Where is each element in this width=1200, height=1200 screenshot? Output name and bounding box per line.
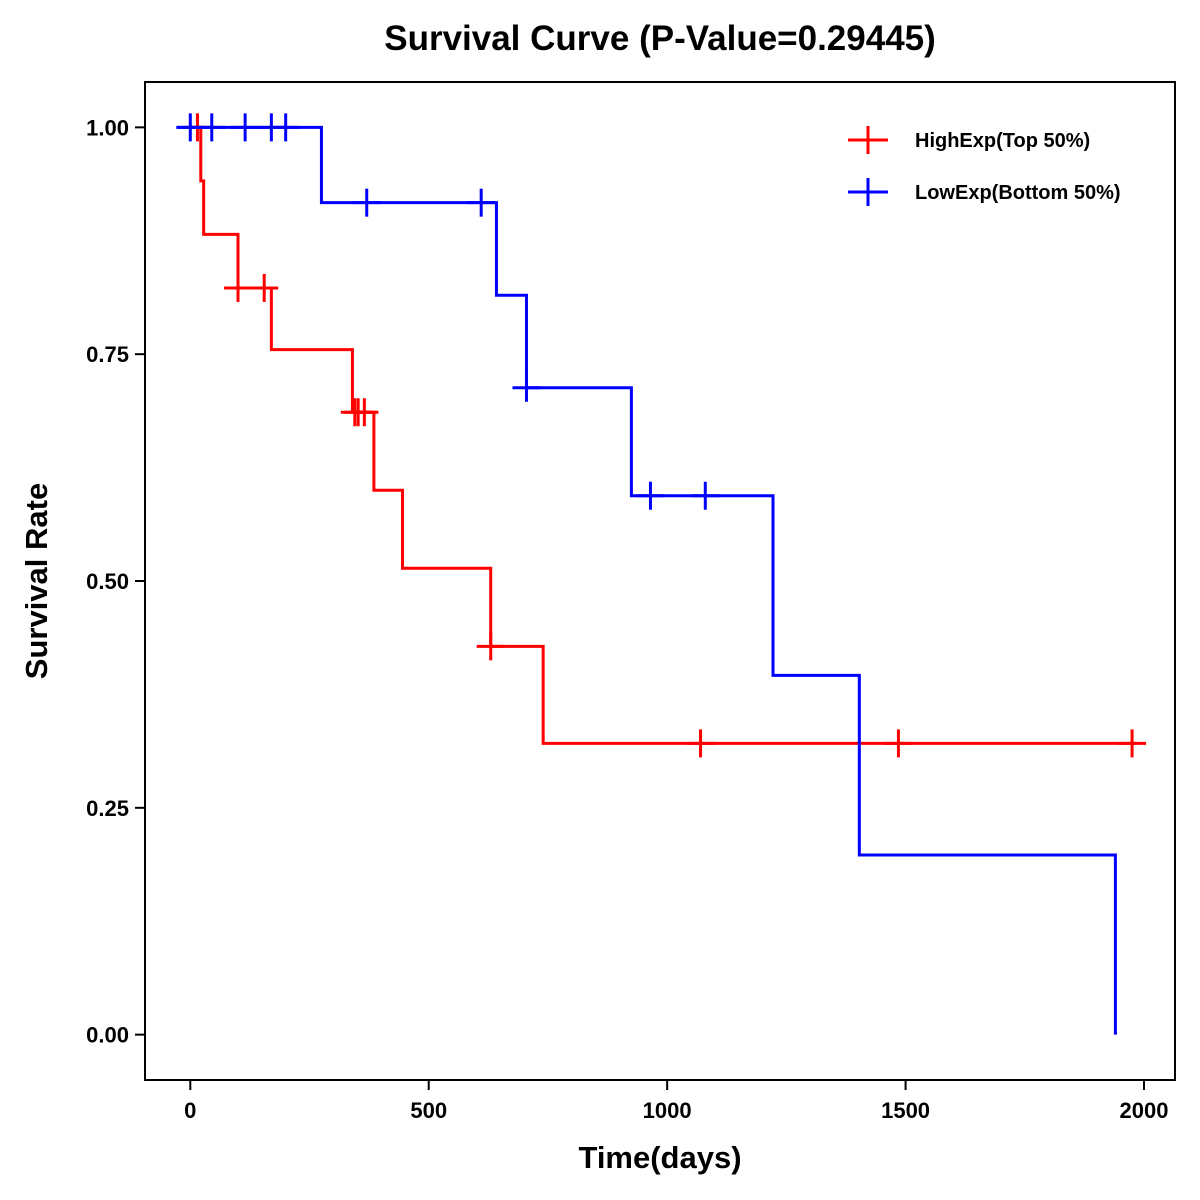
legend-label: HighExp(Top 50%) — [915, 130, 1090, 152]
x-axis-label: Time(days) — [578, 1140, 741, 1175]
x-tick-label: 1000 — [643, 1098, 692, 1123]
series-layer — [176, 113, 1147, 1035]
low-exp-censor-mark — [512, 373, 541, 402]
y-axis: 0.00 0.25 0.50 0.75 1.00 — [86, 115, 145, 1048]
y-tick-label: 0.75 — [86, 342, 129, 367]
high-exp-censor-mark — [250, 273, 279, 302]
low-exp-series — [176, 113, 1117, 1035]
y-axis-label: Survival Rate — [19, 483, 54, 679]
low-exp-censor-mark — [231, 113, 260, 142]
high-exp-censor-mark — [686, 729, 715, 758]
low-exp-censor-mark — [636, 481, 665, 510]
legend-item-high-exp: HighExp(Top 50%) — [848, 126, 1090, 154]
high-exp-censor-mark — [350, 398, 379, 427]
high-exp-censor-mark — [1118, 729, 1147, 758]
y-tick-label: 0.00 — [86, 1023, 129, 1048]
low-exp-censor-mark — [691, 481, 720, 510]
legend: HighExp(Top 50%) LowExp(Bottom 50%) — [848, 126, 1121, 206]
x-tick-label: 2000 — [1120, 1098, 1169, 1123]
low-exp-censor-mark — [271, 113, 300, 142]
legend-item-low-exp: LowExp(Bottom 50%) — [848, 178, 1121, 206]
chart-title: Survival Curve (P-Value=0.29445) — [384, 19, 936, 58]
x-tick-label: 1500 — [881, 1098, 930, 1123]
x-tick-label: 0 — [184, 1098, 196, 1123]
low-exp-censor-mark — [197, 113, 226, 142]
high-exp-censor-mark — [476, 632, 505, 661]
x-tick-label: 500 — [410, 1098, 447, 1123]
y-tick-label: 1.00 — [86, 115, 129, 140]
y-tick-label: 0.50 — [86, 569, 129, 594]
x-axis: 0 500 1000 1500 2000 — [184, 1080, 1168, 1123]
y-tick-label: 0.25 — [86, 796, 129, 821]
high-exp-series — [183, 113, 1147, 758]
high-exp-censor-mark — [884, 729, 913, 758]
high-exp-censor-mark — [223, 273, 252, 302]
low-exp-censor-mark — [352, 188, 381, 217]
legend-label: LowExp(Bottom 50%) — [915, 182, 1121, 204]
low-exp-censor-mark — [467, 188, 496, 217]
